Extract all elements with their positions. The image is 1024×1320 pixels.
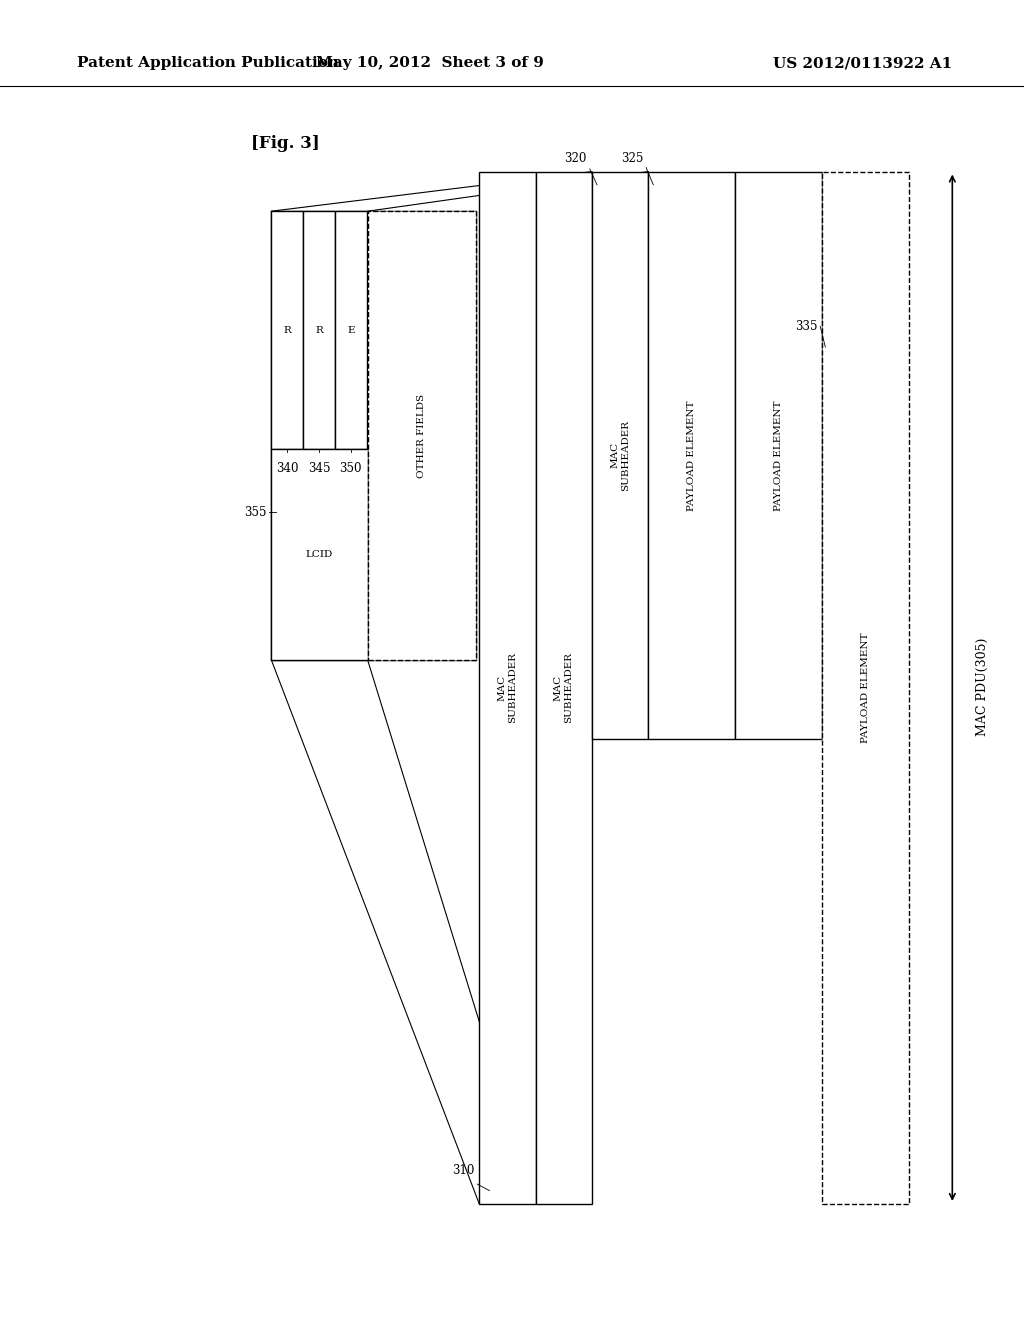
Bar <box>271 449 368 660</box>
Text: US 2012/0113922 A1: US 2012/0113922 A1 <box>773 57 952 70</box>
Bar <box>735 172 822 739</box>
Text: MAC
SUBHEADER: MAC SUBHEADER <box>610 420 630 491</box>
Text: 325: 325 <box>621 152 643 165</box>
Text: 350: 350 <box>340 462 361 475</box>
Text: MAC PDU(305): MAC PDU(305) <box>976 638 989 735</box>
Text: 310: 310 <box>452 1164 474 1177</box>
Bar <box>822 172 909 1204</box>
Bar <box>303 211 335 449</box>
Text: LCID: LCID <box>306 550 333 560</box>
Text: May 10, 2012  Sheet 3 of 9: May 10, 2012 Sheet 3 of 9 <box>316 57 544 70</box>
Text: PAYLOAD ELEMENT: PAYLOAD ELEMENT <box>774 400 783 511</box>
Bar <box>271 211 303 449</box>
Text: 320: 320 <box>564 152 587 165</box>
Text: 355: 355 <box>244 506 266 519</box>
Text: R: R <box>284 326 291 335</box>
Bar <box>335 211 367 449</box>
Text: PAYLOAD ELEMENT: PAYLOAD ELEMENT <box>687 400 696 511</box>
Text: 345: 345 <box>308 462 330 475</box>
Bar <box>368 211 476 660</box>
Text: Patent Application Publication: Patent Application Publication <box>77 57 339 70</box>
Text: R: R <box>315 326 323 335</box>
Text: E: E <box>347 326 354 335</box>
Text: [Fig. 3]: [Fig. 3] <box>251 135 319 152</box>
Bar <box>592 172 648 739</box>
Bar <box>271 211 476 660</box>
Bar <box>479 172 536 1204</box>
Text: MAC
SUBHEADER: MAC SUBHEADER <box>498 652 517 723</box>
Text: 340: 340 <box>276 462 298 475</box>
Text: MAC
SUBHEADER: MAC SUBHEADER <box>554 652 573 723</box>
Bar <box>648 172 735 739</box>
Text: 335: 335 <box>795 319 817 333</box>
Bar <box>536 172 592 1204</box>
Text: PAYLOAD ELEMENT: PAYLOAD ELEMENT <box>861 632 870 743</box>
Text: OTHER FIELDS: OTHER FIELDS <box>418 393 426 478</box>
